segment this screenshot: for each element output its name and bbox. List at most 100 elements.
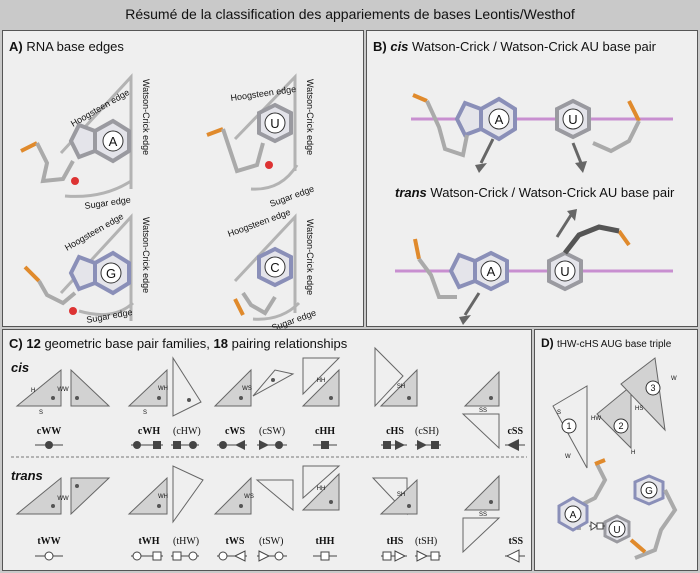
panel-a-drawing: Hoogsteen edge Watson-Crick edge Sugar e… — [20, 73, 317, 333]
uracil-edges: Hoogsteen edge Watson-Crick edge Sugar e… — [230, 73, 315, 209]
trans-base-u: U — [560, 264, 569, 279]
phosphate-top — [594, 458, 606, 466]
sugar-backbone — [241, 291, 277, 316]
hoogsteen-wc-outline — [233, 73, 297, 171]
dot — [157, 396, 161, 400]
family-ths: tHS — [387, 536, 404, 547]
arrowhead-right — [575, 161, 587, 173]
edge-h: H — [31, 388, 35, 394]
panel-b-drawing: A U A U — [395, 93, 673, 325]
panel-c-num1: 12 — [26, 336, 41, 351]
family-twh: tWH — [138, 536, 159, 547]
phosphate — [413, 238, 421, 260]
symbol-css — [505, 439, 525, 451]
hoogsteen-wc-outline — [233, 213, 297, 313]
family-cws: cWS — [225, 426, 245, 437]
family-twh-alt: (tHW) — [173, 536, 199, 547]
triangle-right — [172, 465, 204, 524]
structure-circle-u — [608, 520, 626, 538]
triangle-right — [302, 357, 341, 396]
symbol-chs — [381, 440, 407, 450]
triangle-left — [15, 476, 62, 515]
backbone-right — [634, 489, 678, 560]
family-css: cSS — [507, 426, 523, 437]
family-tws-alt: (tSW) — [259, 536, 283, 547]
base-label-circle — [562, 108, 584, 130]
trans-tss-triangles: SS — [462, 474, 501, 554]
panel-d-letter: D) — [541, 336, 554, 350]
trans-uracil: U — [547, 224, 631, 292]
dot — [407, 504, 411, 508]
sugar-backbone — [592, 120, 641, 154]
structure-base-g: G — [645, 486, 653, 497]
triangle-top — [374, 346, 404, 408]
base-label-g: G — [106, 266, 116, 281]
dot — [489, 500, 493, 504]
symbol-ths — [381, 550, 407, 562]
number-2: 2 — [618, 421, 623, 431]
structure-base-a: A — [570, 510, 577, 521]
triangle-right — [255, 479, 294, 512]
edge-s: S — [39, 410, 43, 416]
panel-b-title: B) cis Watson-Crick / Watson-Crick AU ba… — [373, 39, 656, 54]
cis-strand-arrows — [475, 138, 587, 173]
triangle-top — [463, 474, 500, 511]
triangle-right — [70, 368, 111, 407]
label-w: W — [565, 454, 571, 460]
edge-ss: SS — [479, 408, 487, 414]
symbol-tws — [217, 550, 247, 562]
edge-wh: WH — [158, 386, 168, 392]
panel-c-text2: pairing relationships — [231, 336, 348, 351]
dot — [157, 504, 161, 508]
panel-b-cis-text: Watson-Crick / Watson-Crick AU base pair — [412, 39, 656, 54]
phosphate — [206, 127, 224, 137]
dot — [75, 396, 79, 400]
watson-crick-edge-label: Watson-Crick edge — [141, 79, 151, 155]
triple-symbol — [589, 521, 605, 531]
dot — [75, 484, 79, 488]
cis-symbols — [35, 439, 525, 451]
panel-d-title-text: tHW-cHS AUG base triple — [557, 339, 672, 350]
edge-hh: HH — [317, 378, 326, 384]
family-tss: tSS — [509, 536, 524, 547]
family-cwh-alt: (cHW) — [173, 426, 201, 437]
watson-crick-edge-label: Watson-Crick edge — [305, 219, 315, 295]
panel-c: C) 12 geometric base pair families, 18 p… — [2, 329, 532, 571]
symbol-ths-alt — [415, 550, 441, 562]
guanine-ring-5 — [68, 254, 97, 292]
symbol-cwh-alt — [171, 441, 199, 449]
dot — [329, 500, 333, 504]
family-tws: tWS — [226, 536, 245, 547]
arrowhead-down — [459, 315, 471, 325]
triangle-right — [172, 356, 202, 417]
panel-c-letter: C) — [9, 336, 23, 351]
phosphate — [412, 93, 428, 103]
structure-circle-a — [564, 505, 582, 523]
dot — [271, 378, 275, 382]
phosphate — [627, 100, 641, 122]
edge-wh: WH — [158, 494, 168, 500]
dot — [239, 396, 243, 400]
family-tww: tWW — [37, 536, 60, 547]
triangle-bottom — [462, 517, 501, 554]
triangle-3 — [620, 357, 666, 432]
hoogsteen-edge-label: Hoogsteen edge — [230, 84, 297, 103]
label-h: H — [631, 450, 635, 456]
edge-sh: SH — [397, 384, 405, 390]
guanine-molecule: G — [23, 250, 131, 315]
panel-a-letter: A) — [9, 39, 23, 54]
sugar-outline — [250, 164, 299, 191]
triple-structure: A U G — [557, 458, 678, 560]
cis-uracil: U — [555, 98, 641, 154]
phosphate — [20, 141, 38, 153]
sugar-outline — [64, 179, 132, 198]
oxygen-atom — [69, 307, 77, 315]
adenine-ring-5 — [68, 122, 97, 160]
triangle-bottom — [461, 413, 500, 450]
base-label-circle — [264, 256, 286, 278]
trans-adenine: A — [413, 238, 509, 299]
edge-ws: WS — [242, 386, 252, 392]
phosphate — [233, 298, 245, 316]
trans-adenine-ring-5 — [448, 252, 477, 290]
sugar-edge-label: Sugar edge — [86, 307, 134, 325]
